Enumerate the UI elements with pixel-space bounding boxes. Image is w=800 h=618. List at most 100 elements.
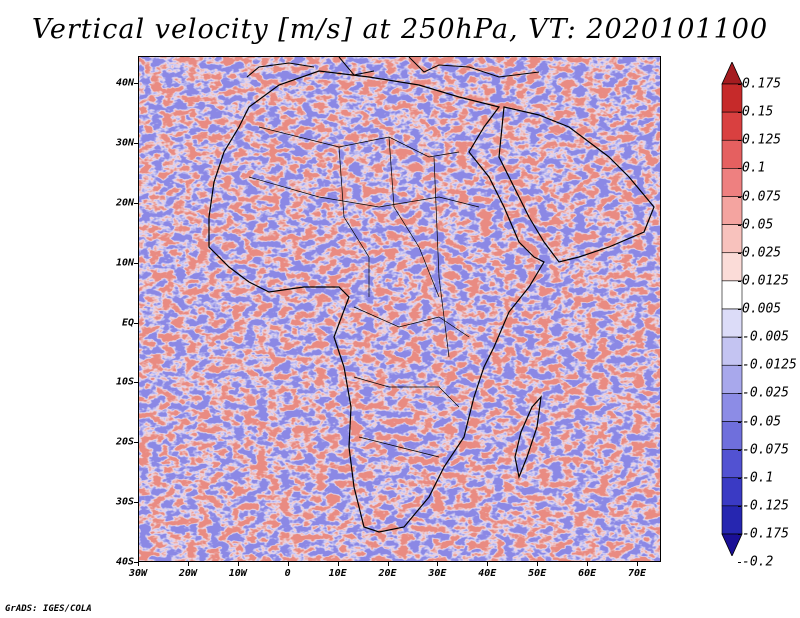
colorbar-tick [738,421,741,423]
colorbar-tick-label: -0.075 [742,442,789,458]
lon-tick [387,562,389,566]
colorbar-arrow-top [721,62,743,85]
colorbar-tick [738,534,741,535]
lon-label: 30W [128,568,148,579]
colorbar-segment [721,449,743,479]
lon-label: 30E [428,568,447,579]
colorbar-tick-label: 0.05 [742,217,774,233]
colorbar-segment [721,280,743,310]
lon-label: 50E [528,568,547,579]
colorbar-segment [721,336,743,366]
colorbar-tick-label: -0.125 [742,498,789,514]
lon-label: 0 [284,568,291,579]
colorbar-tick [738,449,741,451]
europe-coastline [246,57,540,78]
colorbar-tick [738,562,741,564]
lon-label: 40E [478,568,497,579]
colorbar-segment [721,111,743,141]
lat-label: 20S [115,436,134,448]
colorbar-tick-label: -0.175 [742,526,789,542]
colorbar-tick [738,280,741,282]
colorbar-segment [721,139,743,169]
lat-tick [134,262,138,264]
lat-label: 10N [115,257,134,269]
africa-coastline [208,70,545,533]
lon-tick [487,562,489,566]
colorbar-tick-label: -0.025 [742,385,789,401]
lat-tick [134,322,138,324]
lon-tick [637,562,638,566]
colorbar-tick-label: 0.005 [742,301,782,317]
colorbar-segment [721,477,743,507]
lon-label: 10W [228,568,247,579]
colorbar-tick-label: 0.125 [742,132,782,148]
lon-tick [587,562,589,566]
lat-tick [134,502,138,504]
colorbar-tick-label: 0.0125 [742,273,789,289]
velocity-field [139,57,660,561]
arabia-coastline [498,106,655,263]
colorbar-tick-label: 0.025 [742,245,782,261]
lon-label: 10E [328,568,347,579]
colorbar-tick [738,505,741,507]
colorbar-tick-label: 0.1 [742,160,766,176]
chart-title: Vertical velocity [m/s] at 250hPa, VT: 2… [31,14,769,45]
colorbar-segment [721,168,743,197]
colorbar-tick-label: -0.005 [742,329,789,345]
lat-tick [134,562,138,563]
map-panel [138,56,661,562]
lat-tick [134,83,138,84]
lat-label: 20N [115,197,134,209]
velocity-map [139,57,660,561]
colorbar-segment [721,505,743,535]
country-borders [248,126,480,458]
colorbar-tick [738,196,741,198]
lon-label: 20W [178,568,197,579]
colorbar [721,62,743,556]
lat-tick [134,142,138,144]
lat-label: 40S [115,556,134,568]
lon-tick [237,562,239,566]
colorbar-tick-label: 0.175 [742,76,782,92]
lat-tick [134,442,138,444]
lon-label: 60E [578,568,597,579]
lat-tick [134,202,138,204]
colorbar-segment [721,196,743,225]
colorbar-tick-label: 0.15 [742,104,774,120]
colorbar-tick [738,168,741,170]
lon-tick [537,562,539,566]
footer-credit: GrADS: IGES/COLA [5,604,92,614]
colorbar-segment [721,224,743,254]
lon-tick [138,562,139,566]
lon-tick [187,562,189,566]
lon-label: 70E [627,568,647,579]
colorbar-tick [738,140,741,142]
colorbar-tick [738,477,741,479]
colorbar-segment [721,421,743,450]
colorbar-tick [738,309,741,310]
lat-label: 10S [115,376,134,388]
lon-tick [437,562,439,566]
colorbar-segment [721,83,743,113]
colorbar-tick-label: -0.05 [742,414,782,429]
lat-label: 40N [115,77,134,89]
lat-label: 30S [115,496,134,508]
colorbar-tick-label: -0.1 [742,470,774,486]
colorbar-tick-label: 0.075 [742,189,782,204]
colorbar-tick-label: -0.0125 [742,357,797,373]
colorbar-tick [738,224,741,226]
lon-tick [337,562,339,566]
colorbar-segment [721,252,743,282]
colorbar-segment [721,393,743,422]
madagascar-coastline [514,395,542,480]
colorbar-tick [738,84,741,85]
colorbar-tick [738,337,741,339]
lat-tick [134,382,138,384]
lon-label: 20E [378,568,397,579]
colorbar-arrow-bottom [721,533,743,556]
colorbar-tick [738,252,741,254]
colorbar-tick [738,112,741,114]
colorbar-tick-label: -0.2 [742,554,774,570]
lat-label: EQ [121,317,134,328]
lon-tick [287,562,289,566]
